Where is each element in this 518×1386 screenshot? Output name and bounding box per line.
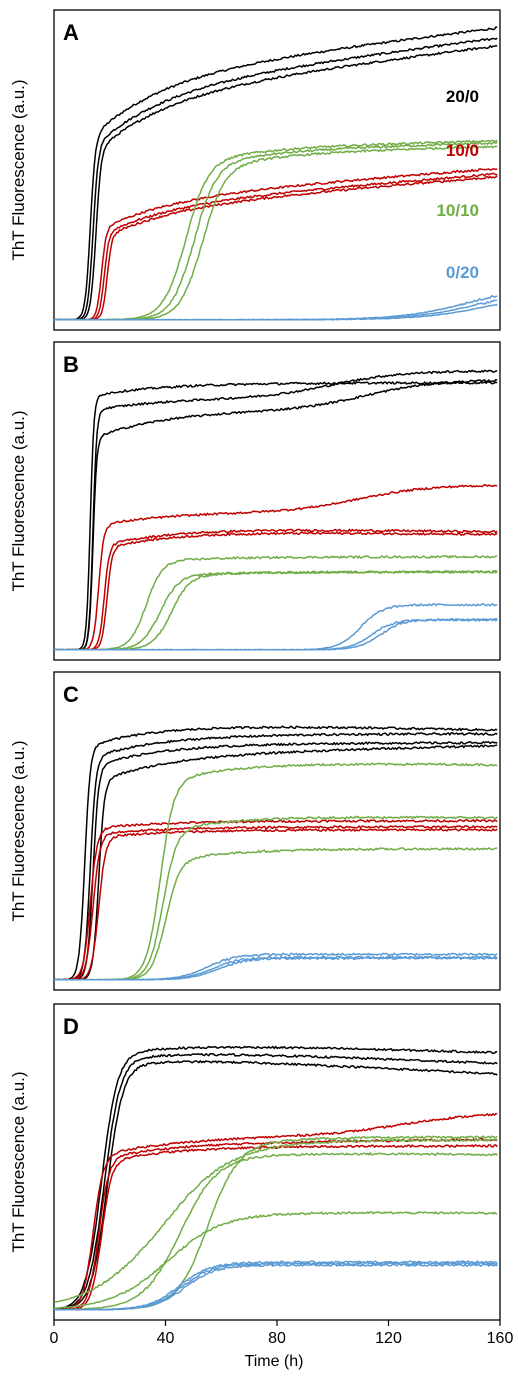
trace-20-0-1 — [54, 1052, 498, 1310]
trace-10-0-5 — [53, 531, 498, 651]
trace-20-0-3 — [54, 744, 498, 981]
trace-10-10-7 — [54, 570, 498, 651]
panel-c: C ThT Fluorescence (a.u.) — [9, 671, 501, 991]
trace-10-0-5 — [53, 825, 498, 981]
y-axis-label: ThT Fluorescence (a.u.) — [9, 79, 28, 260]
trace-0-20-9 — [53, 603, 498, 651]
panel-frame — [53, 9, 501, 331]
x-axis: 0 40 80 120 160 — [50, 1320, 514, 1347]
panel-a: A ThT Fluorescence (a.u.) 20/0 10/0 10/10 0/2… — [9, 9, 501, 331]
x-tick-label: 120 — [375, 1330, 402, 1347]
trace-0-20-10 — [53, 618, 498, 651]
trace-0-20-10 — [53, 1260, 498, 1311]
trace-10-0-4 — [53, 819, 498, 981]
trace-10-10-6 — [54, 555, 498, 651]
trace-0-20-11 — [53, 955, 498, 981]
panel-frame — [53, 341, 501, 661]
trace-10-10-7 — [53, 1138, 498, 1304]
trace-10-10-9 — [53, 847, 498, 981]
panels: A ThT Fluorescence (a.u.) 20/0 10/0 10/10 0/2… — [9, 9, 501, 1321]
trace-20-0-2 — [54, 44, 498, 321]
series-label-0-20: 0/20 — [446, 263, 479, 282]
trace-0-20-12 — [54, 1263, 498, 1311]
trace-10-0-3 — [53, 168, 498, 321]
trace-10-10-8 — [53, 145, 498, 321]
trace-10-10-8 — [53, 570, 498, 651]
trace-20-0-1 — [53, 37, 498, 321]
trace-10-10-6 — [53, 139, 498, 321]
x-tick-label: 80 — [268, 1330, 286, 1347]
trace-10-10-7 — [53, 762, 498, 981]
panel-label: A — [63, 20, 79, 45]
y-axis-label: ThT Fluorescence (a.u.) — [9, 1071, 28, 1252]
trace-10-0-6 — [53, 828, 498, 981]
trace-10-0-4 — [53, 528, 498, 651]
y-axis-label: ThT Fluorescence (a.u.) — [9, 740, 28, 921]
x-axis-label: Time (h) — [245, 1353, 304, 1370]
trace-20-0-2 — [53, 1060, 498, 1311]
trace-20-0-0 — [53, 1045, 498, 1310]
trace-20-0-1 — [53, 369, 498, 651]
series-label-10-10: 10/10 — [436, 201, 479, 220]
trace-10-10-8 — [53, 1152, 498, 1311]
trace-10-10-9 — [53, 1211, 498, 1309]
panel-b: B ThT Fluorescence (a.u.) — [9, 341, 501, 661]
series-label-10-0: 10/0 — [446, 141, 479, 160]
trace-20-0-2 — [53, 741, 498, 981]
trace-10-0-3 — [53, 1112, 498, 1311]
trace-20-0-2 — [54, 378, 498, 651]
trace-20-0-1 — [54, 732, 498, 981]
trace-0-20-12 — [54, 956, 498, 981]
x-tick-label: 0 — [50, 1330, 59, 1347]
trace-0-20-11 — [53, 303, 498, 321]
panel-label: C — [63, 682, 79, 707]
x-tick-label: 160 — [487, 1330, 514, 1347]
trace-10-0-3 — [53, 483, 498, 651]
trace-0-20-10 — [54, 299, 498, 321]
trace-10-0-4 — [54, 1137, 498, 1311]
trace-10-0-5 — [54, 1144, 498, 1311]
series-label-20-0: 20/0 — [446, 87, 479, 106]
x-tick-label: 40 — [157, 1330, 175, 1347]
trace-10-0-5 — [53, 175, 498, 321]
trace-20-0-0 — [54, 725, 498, 981]
trace-20-0-0 — [53, 26, 498, 321]
trace-0-20-11 — [53, 618, 498, 651]
panel-label: B — [63, 352, 79, 377]
panel-label: D — [63, 1014, 79, 1039]
panel-frame — [53, 671, 501, 991]
trace-10-0-4 — [54, 172, 498, 321]
trace-20-0-0 — [54, 381, 498, 651]
panel-d: D ThT Fluorescence (a.u.) — [9, 1003, 501, 1321]
y-axis-label: ThT Fluorescence (a.u.) — [9, 410, 28, 591]
